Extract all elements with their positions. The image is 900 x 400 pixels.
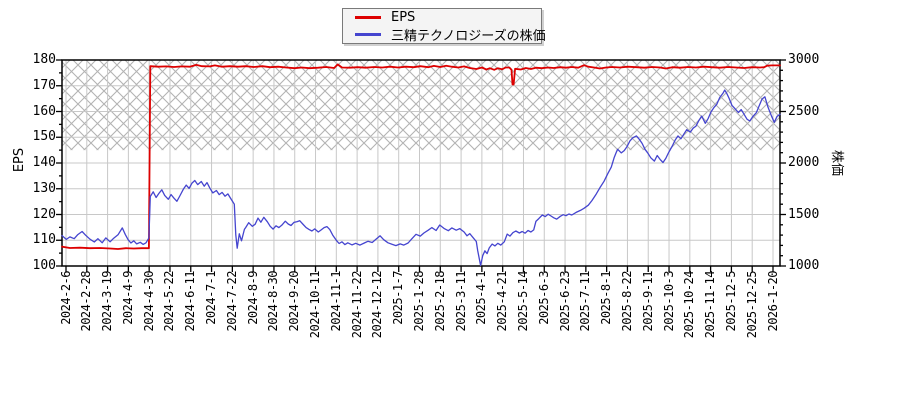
x-axis-tick-label: 2025-12-5 <box>723 271 738 332</box>
left-axis-tick-label: 160 <box>32 103 56 119</box>
x-axis-tick-label: 2025-6-3 <box>536 271 551 325</box>
x-axis-tick-label: 2025-6-23 <box>557 271 572 332</box>
x-axis-tick-label: 2024-7-1 <box>204 271 219 325</box>
eps-line <box>61 63 781 250</box>
x-axis-tick-label: 2024-6-11 <box>183 271 198 332</box>
x-axis-tick-label: 2024-11-1 <box>328 271 343 332</box>
legend-item-eps: EPS <box>343 10 541 25</box>
x-axis-tick-label: 2024-8-9 <box>245 271 260 325</box>
x-axis-tick-label: 2024-4-9 <box>120 271 135 325</box>
x-axis-tick-label: 2024-7-22 <box>224 271 239 332</box>
left-axis-tick-label: 170 <box>32 77 56 93</box>
x-axis-tick-label: 2024-9-20 <box>287 271 302 332</box>
right-axis-tick-label: 1000 <box>788 258 820 273</box>
x-axis-tick-label: 2025-5-14 <box>515 271 530 332</box>
price-line <box>61 89 781 267</box>
x-axis-tick-label: 2025-12-25 <box>744 271 759 339</box>
x-axis-tick-label: 2025-8-22 <box>619 271 634 332</box>
x-axis-tick-label: 2025-4-1 <box>474 271 489 325</box>
left-axis-tick-label: 110 <box>32 232 56 248</box>
right-axis-tick-label: 2000 <box>788 155 820 170</box>
x-axis-tick-label: 2024-4-30 <box>141 271 156 332</box>
right-axis-title: 株価 <box>829 149 844 176</box>
left-axis-tick-label: 180 <box>32 52 56 67</box>
x-axis-tick-label: 2024-3-19 <box>100 271 115 332</box>
price-line-swatch-icon <box>355 33 381 36</box>
right-axis-tick-label: 2500 <box>788 103 820 119</box>
x-axis-tick-label: 2025-8-1 <box>599 271 614 325</box>
x-axis-tick-label: 2024-2-6 <box>58 271 73 325</box>
legend-label-eps: EPS <box>391 10 416 25</box>
left-axis-tick-label: 150 <box>32 129 56 145</box>
left-axis-title: EPS <box>12 147 27 173</box>
right-axis-tick-label: 3000 <box>788 52 820 67</box>
left-axis-tick-label: 140 <box>32 155 56 170</box>
x-axis-tick-label: 2025-7-11 <box>578 271 593 332</box>
gridlines <box>62 60 780 266</box>
legend-label-price: 三精テクノロジーズの株価 <box>391 29 546 44</box>
x-axis-tick-label: 2024-8-30 <box>266 271 281 332</box>
x-axis-tick-label: 2025-3-11 <box>453 271 468 332</box>
x-axis-tick-label: 2025-4-21 <box>495 271 510 332</box>
x-axis-tick-label: 2025-1-28 <box>412 271 426 332</box>
x-axis-tick-label: 2025-9-11 <box>640 271 655 332</box>
x-axis-tick-label: 2025-10-24 <box>682 271 697 339</box>
legend-item-price: 三精テクノロジーズの株価 <box>343 27 546 44</box>
x-axis-tick-label: 2024-5-22 <box>162 271 177 332</box>
axis-ticks <box>56 59 786 272</box>
legend-box: EPS 三精テクノロジーズの株価 <box>342 8 546 44</box>
hatch-band <box>62 60 780 151</box>
x-axis-tick-label: 2025-1-7 <box>391 271 406 325</box>
left-axis-tick-label: 130 <box>32 180 56 196</box>
x-axis-tick-label: 2025-10-3 <box>661 271 676 332</box>
x-axis-tick-label: 2024-10-11 <box>308 271 323 339</box>
x-axis-tick-label: 2025-11-14 <box>703 271 718 339</box>
right-axis-tick-label: 1500 <box>788 206 820 222</box>
x-axis-tick-label: 2025-2-18 <box>432 271 447 332</box>
x-axis-tick-label: 2024-11-22 <box>349 271 364 339</box>
x-axis-tick-label: 2024-12-12 <box>370 271 385 339</box>
left-axis-tick-label: 100 <box>32 258 56 273</box>
x-axis-tick-label: 2026-1-20 <box>765 271 780 332</box>
left-axis-tick-label: 120 <box>32 206 56 222</box>
eps-line-swatch-icon <box>355 16 381 19</box>
x-axis-tick-label: 2024-2-28 <box>79 271 94 332</box>
